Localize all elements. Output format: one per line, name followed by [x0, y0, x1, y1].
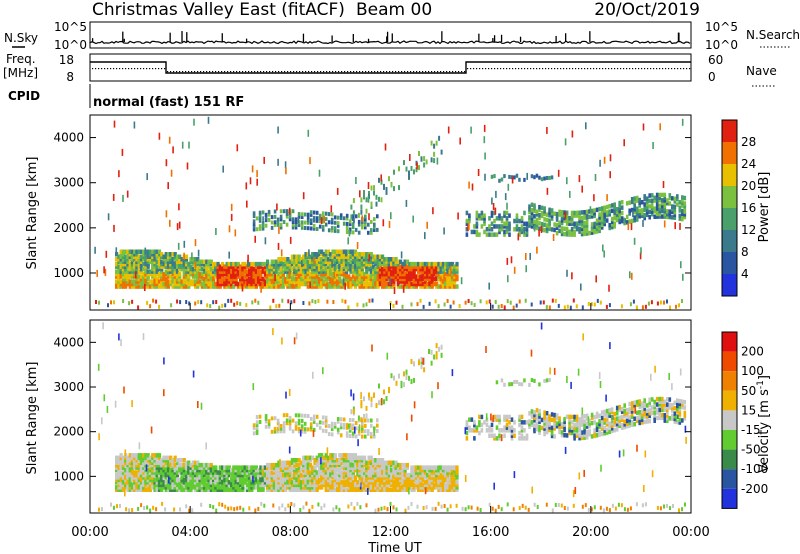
range-tick-label: 2000 — [53, 221, 84, 235]
range-tick-label: 3000 — [53, 380, 84, 394]
power-ylabel: Slant Range [km] — [25, 157, 40, 270]
range-tick-label: 4000 — [53, 131, 84, 145]
velocity-ylabel: Slant Range [km] — [25, 362, 40, 475]
velocity-data — [97, 322, 687, 513]
nsky-tick-top: 10^5 — [54, 20, 87, 34]
freq-strip: Freq. [MHz] 18 8 60 0 Nave — [3, 52, 777, 87]
freq-trace — [90, 61, 691, 74]
colorbar-tick-label: -15 — [741, 423, 761, 437]
colorbar-tick-label: 20 — [741, 179, 756, 193]
time-tick-label: 20:00 — [572, 525, 609, 540]
freq-unit-label: [MHz] — [3, 66, 38, 80]
time-tick-label: 00:00 — [672, 525, 709, 540]
range-tick-label: 1000 — [53, 266, 84, 280]
colorbar-swatch — [722, 230, 737, 252]
colorbar-swatch — [722, 186, 737, 208]
nave-trace — [92, 68, 691, 73]
colorbar-tick-label: 16 — [741, 201, 756, 215]
range-tick-label: 4000 — [53, 335, 84, 349]
xaxis-label: Time UT — [367, 541, 421, 554]
power-yticks: 4000 3000 2000 1000 — [53, 131, 691, 280]
colorbar-swatch — [722, 120, 737, 142]
velocity-colorbar: 200 100 50 15 -15 -50 -100 -200 — [721, 331, 768, 509]
colorbar-swatch — [722, 274, 737, 296]
nave-tick-bottom: 0 — [708, 70, 716, 84]
nave-tick-top: 60 — [708, 53, 723, 67]
power-colorbar-label: Power [dB] — [757, 172, 772, 243]
colorbar-swatch — [722, 208, 737, 230]
velocity-yticks: 4000 3000 2000 1000 — [53, 335, 691, 483]
nsky-label: N.Sky — [4, 31, 38, 45]
nsearch-label: N.Search — [746, 28, 800, 42]
nsky-frame — [89, 21, 692, 49]
power-colorbar: 28 24 20 16 12 8 4 — [721, 119, 756, 297]
colorbar-swatch — [722, 449, 737, 470]
colorbar-tick-label: 15 — [741, 403, 756, 417]
colorbar-tick-label: -50 — [741, 443, 761, 457]
nsky-tick-bottom: 10^0 — [54, 38, 87, 52]
time-axis: 00:00 04:00 08:00 12:00 16:00 20:00 00:00 — [71, 303, 710, 540]
colorbar-swatch — [722, 142, 737, 164]
power-data — [94, 116, 687, 310]
colorbar-swatch — [722, 371, 737, 391]
colorbar-tick-label: -200 — [741, 482, 768, 496]
freq-tick-bottom: 8 — [66, 70, 74, 84]
velocity-panel: 4000 3000 2000 1000 Slant Range [km] 200 100… — [25, 319, 772, 514]
cpid-strip: CPID normal (fast) 151 RF — [8, 84, 244, 110]
colorbar-swatch — [722, 164, 737, 186]
beam-label: Beam 00 — [356, 0, 432, 20]
colorbar-tick-label: 100 — [741, 364, 764, 378]
date-label: 20/Oct/2019 — [594, 0, 700, 20]
time-tick-label: 12:00 — [372, 525, 409, 540]
colorbar-tick-label: 50 — [741, 384, 756, 398]
colorbar-swatch — [722, 469, 737, 489]
time-tick-label: 16:00 — [472, 525, 509, 540]
range-tick-label: 3000 — [53, 176, 84, 190]
colorbar-tick-label: -100 — [741, 462, 768, 476]
time-tick-label: 00:00 — [71, 525, 108, 540]
colorbar-swatch — [722, 332, 737, 352]
colorbar-tick-label: 28 — [741, 135, 756, 149]
colorbar-swatch — [722, 351, 737, 372]
freq-label: Freq. — [6, 52, 36, 66]
nsky-trace — [89, 31, 691, 45]
colorbar-tick-label: 200 — [741, 345, 764, 359]
nave-label: Nave — [746, 64, 777, 78]
colorbar-tick-label: 12 — [741, 223, 756, 237]
range-tick-label: 2000 — [53, 425, 84, 439]
cpid-text: normal (fast) 151 RF — [93, 95, 244, 110]
freq-tick-top: 18 — [59, 53, 74, 67]
colorbar-swatch — [722, 488, 737, 509]
power-panel: 4000 3000 2000 1000 Slant Range [km] 28 24 20… — [25, 114, 772, 311]
time-tick-label: 08:00 — [272, 525, 309, 540]
nsearch-tick-bottom: 10^0 — [705, 38, 738, 52]
colorbar-tick-label: 24 — [741, 157, 756, 171]
nsky-strip: N.Sky 10^5 10^0 10^5 10^0 N.Search — [4, 20, 800, 52]
velocity-colorbar-label: Velocity [m s-1] — [756, 375, 772, 473]
colorbar-tick-label: 8 — [741, 245, 749, 259]
plot-title: Christmas Valley East (fitACF) — [92, 0, 345, 20]
colorbar-swatch — [722, 252, 737, 274]
colorbar-swatch — [722, 430, 737, 450]
time-tick-label: 04:00 — [171, 525, 208, 540]
colorbar-tick-label: 4 — [741, 267, 749, 281]
nsearch-tick-top: 10^5 — [705, 20, 738, 34]
freq-frame — [89, 53, 692, 82]
colorbar-swatch — [722, 410, 737, 430]
cpid-label: CPID — [8, 89, 40, 103]
range-tick-label: 1000 — [53, 469, 84, 483]
colorbar-swatch — [722, 390, 737, 411]
